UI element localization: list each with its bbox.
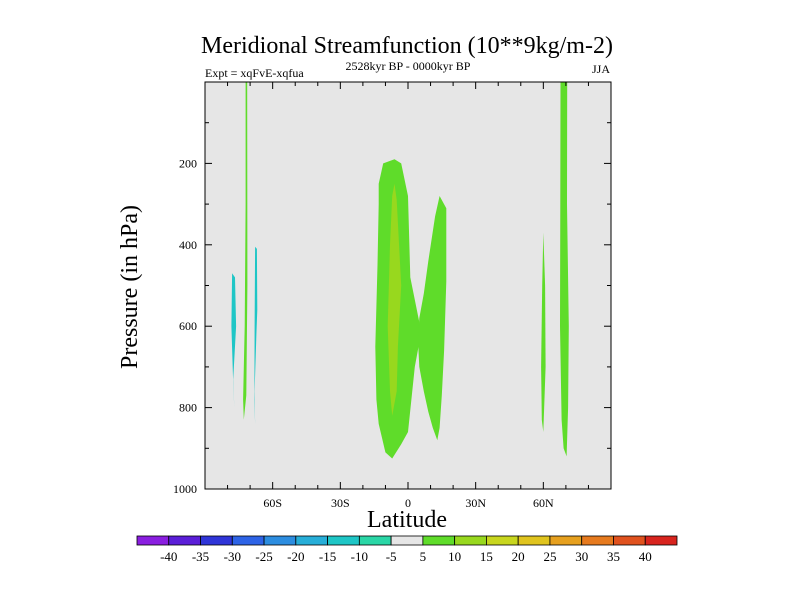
contour-region-sh-mid-lat-cell-a [254, 246, 258, 424]
y-tick-label: 800 [179, 401, 197, 415]
colorbar-swatch [644, 535, 678, 546]
colorbar-label: -40 [160, 549, 177, 564]
colorbar-label: -20 [287, 549, 304, 564]
experiment-label: Expt = xqFvE-xqfua [205, 66, 304, 80]
colorbar-swatch [200, 535, 233, 546]
colorbar-swatch [136, 535, 170, 546]
colorbar-label: -10 [351, 549, 368, 564]
x-tick-label: 60N [533, 496, 554, 510]
colorbar-swatch [168, 535, 201, 546]
colorbar-swatch [549, 535, 583, 546]
colorbar-label: 20 [512, 549, 525, 564]
x-tick-label: 0 [405, 496, 411, 510]
chart-title: Meridional Streamfunction (10**9kg/m-2) [201, 33, 613, 59]
colorbar-swatch [295, 535, 328, 546]
y-tick-label: 1000 [173, 482, 197, 496]
contour-region-tropical-cell-c [418, 196, 447, 441]
contour-region-tropical-cell-b [387, 183, 402, 416]
colorbar-label: 10 [448, 549, 461, 564]
colorbar-swatch [422, 535, 456, 546]
colorbar-label: 40 [639, 549, 652, 564]
colorbar-swatch [486, 535, 519, 546]
colorbar-swatch [613, 535, 646, 546]
contour-region-nh-mid-lat-cell-a [541, 232, 546, 432]
y-axis-label: Pressure (in hPa) [117, 205, 143, 369]
colorbar-swatch [581, 535, 614, 546]
colorbar-label: 15 [480, 549, 493, 564]
colorbar-swatch [358, 535, 392, 546]
colorbar-label: -25 [255, 549, 272, 564]
contour-region-sh-high-lat-cell-a [231, 273, 237, 408]
colorbar-label: -30 [224, 549, 241, 564]
colorbar-label: -35 [192, 549, 209, 564]
y-tick-label: 400 [179, 238, 197, 252]
season-label: JJA [592, 62, 610, 76]
x-tick-label: 60S [263, 496, 282, 510]
colorbar-label: 5 [420, 549, 427, 564]
colorbar-label: 35 [607, 549, 620, 564]
contour-region-nh-jet-column [560, 82, 569, 457]
colorbar-swatch [231, 535, 265, 546]
period-label: 2528kyr BP - 0000kyr BP [346, 59, 471, 73]
x-tick-label: 30N [465, 496, 486, 510]
chart-axes: 60S 30S 0 30N 60N 200 400 600 800 1000 [173, 82, 611, 510]
colorbar-swatch [390, 535, 424, 546]
colorbar: -40 -35 -30 -25 -20 -15 -10 -5 5 10 15 20 25 30 35 40 [136, 535, 678, 564]
colorbar-label: -15 [319, 549, 336, 564]
y-tick-label: 200 [179, 156, 197, 170]
x-axis-label: Latitude [367, 507, 447, 533]
colorbar-label: 25 [543, 549, 556, 564]
colorbar-swatch [454, 535, 487, 546]
y-tick-label: 600 [179, 319, 197, 333]
colorbar-label: -5 [386, 549, 397, 564]
contour-regions [231, 82, 569, 459]
colorbar-swatch [327, 535, 360, 546]
colorbar-swatch [263, 535, 297, 546]
colorbar-swatch [517, 535, 551, 546]
contour-region-sh-jet-column [243, 82, 248, 420]
x-tick-label: 30S [331, 496, 350, 510]
colorbar-label: 30 [575, 549, 588, 564]
